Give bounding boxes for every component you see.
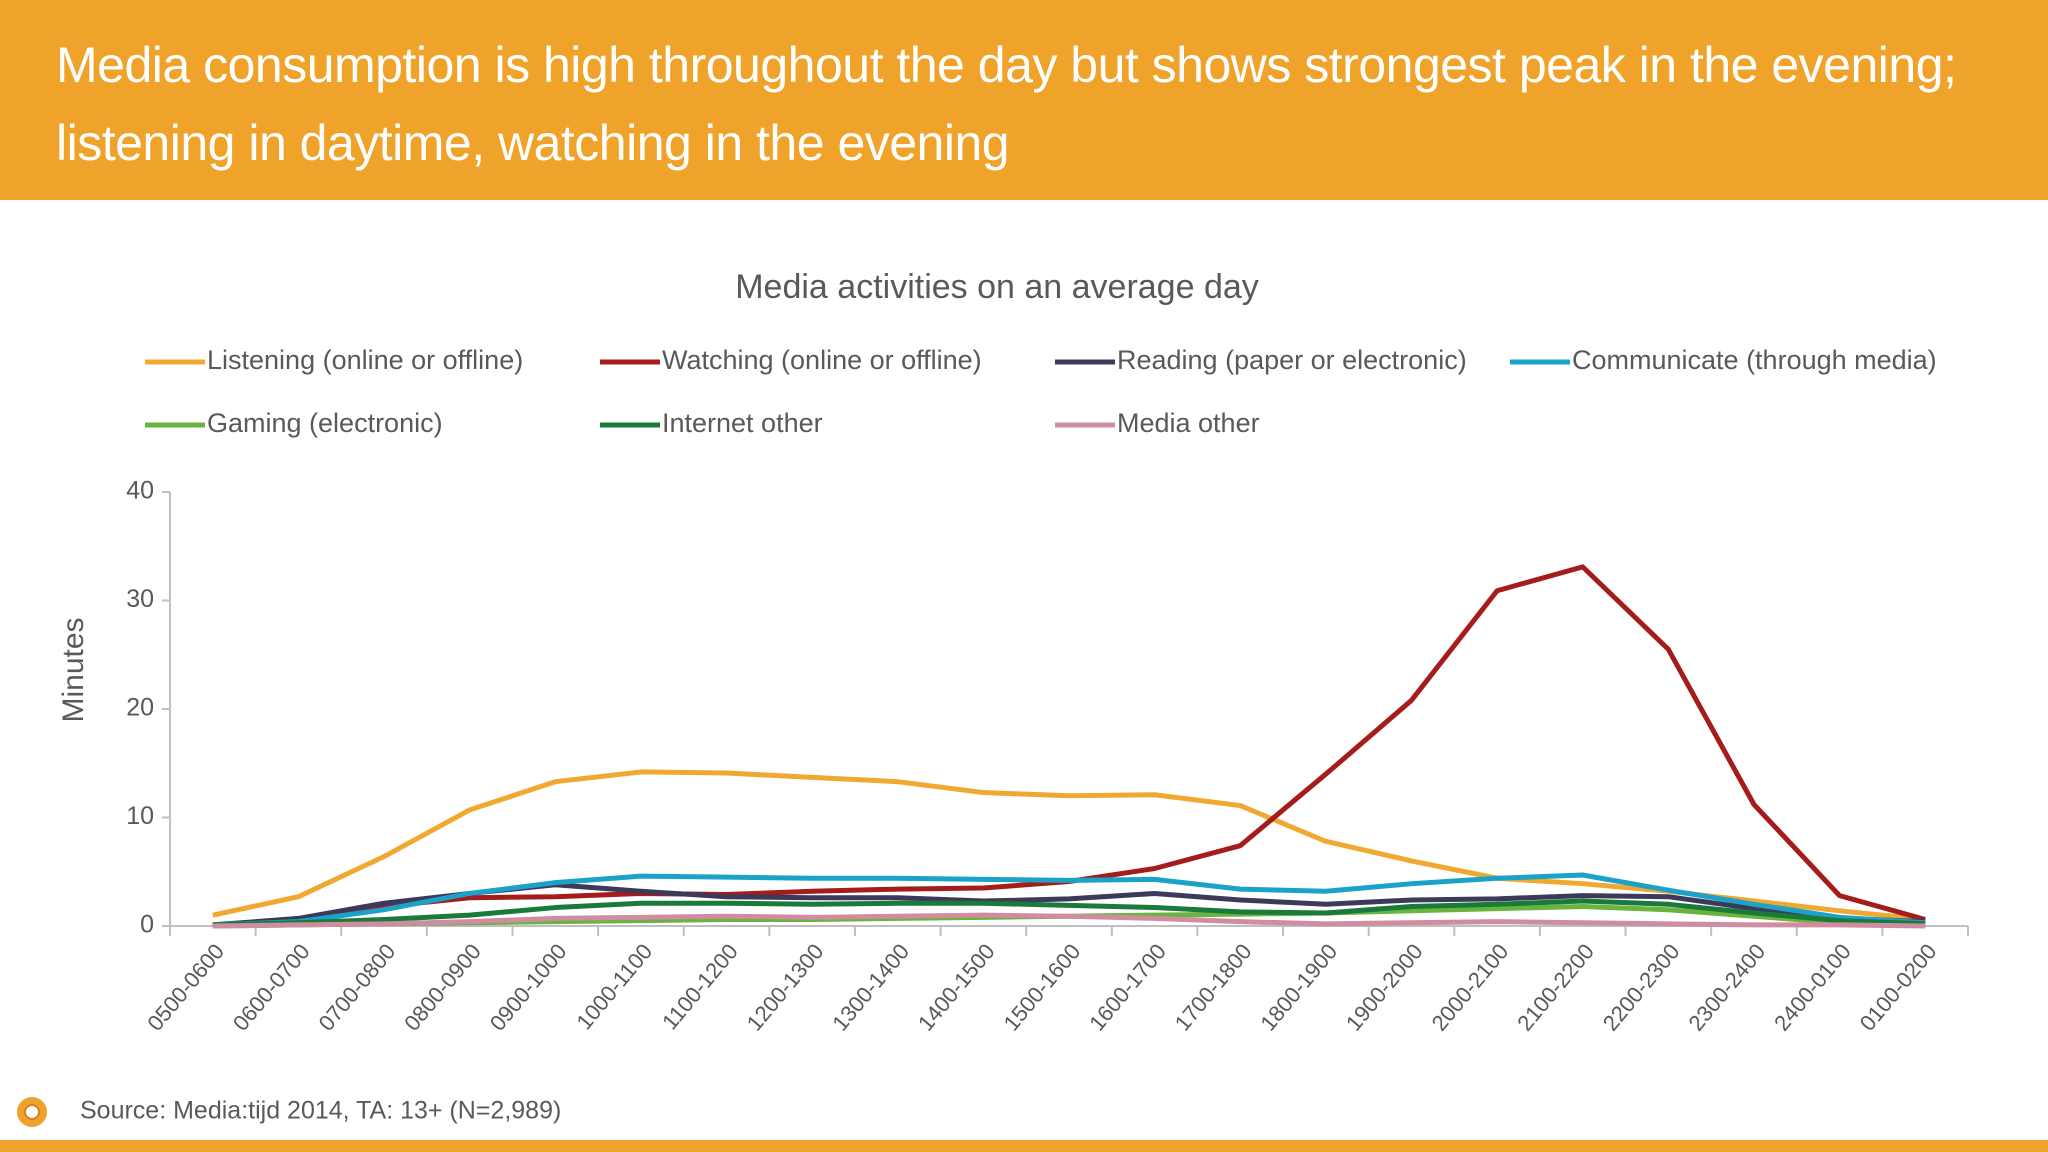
x-tick-label: 1500-1600 (998, 939, 1085, 1036)
source: Source: Media:tijd 2014, TA: 13+ (N=2,98… (80, 1097, 561, 1125)
legend-label: Communicate (through media) (1572, 345, 1937, 375)
header: Media consumption is high throughout the… (0, 0, 2048, 200)
x-tick-label: 0600-0700 (228, 939, 315, 1036)
legend-label: Watching (online or offline) (662, 345, 982, 375)
x-tick-label: 0500-0600 (142, 939, 229, 1036)
x-tick-label: 1400-1500 (913, 939, 1000, 1036)
x-tick-label: 1600-1700 (1084, 939, 1171, 1036)
legend-label: Reading (paper or electronic) (1117, 345, 1467, 375)
legend-label: Internet other (662, 408, 823, 438)
x-tick-label: 2400-0100 (1769, 939, 1856, 1036)
logo (17, 1097, 47, 1127)
series-line (212, 898, 1926, 928)
legend-label: Media other (1117, 408, 1260, 438)
x-tick-label: 1200-1300 (742, 939, 829, 1036)
x-tick-label: 0800-0900 (399, 939, 486, 1036)
y-tick-label: 10 (126, 802, 154, 830)
y-axis-label: Minutes (57, 617, 90, 722)
series-line (212, 872, 1926, 928)
series-line (212, 912, 1926, 929)
x-tick-label: 1300-1400 (827, 939, 914, 1036)
x-tick-label: 1100-1200 (657, 939, 743, 1034)
y-tick-label: 40 (126, 477, 154, 505)
y-tick-label: 0 (140, 911, 154, 939)
x-tick-label: 0900-1000 (485, 939, 572, 1036)
x-tick-label: 2300-2400 (1683, 939, 1770, 1036)
x-tick-label: 1900-2000 (1341, 939, 1428, 1036)
logo-core (24, 1104, 40, 1120)
legend-label: Listening (online or offline) (207, 345, 523, 375)
header-title: Media consumption is high throughout the… (56, 37, 1957, 171)
x-tick-label: 1700-1800 (1170, 939, 1257, 1036)
x-tick-label: 0100-0200 (1855, 939, 1942, 1036)
x-tick-label: 2000-2100 (1427, 939, 1514, 1036)
x-tick-label: 2200-2300 (1598, 939, 1685, 1036)
chart-title: Media activities on an average day (735, 268, 1259, 306)
x-tick-label: 2100-2200 (1512, 939, 1599, 1036)
series-line (212, 564, 1926, 928)
x-tick-label: 1000-1100 (571, 939, 657, 1034)
y-tick-label: 30 (126, 585, 154, 613)
bottom-bar (0, 1140, 2048, 1152)
x-tick-label: 0700-0800 (314, 939, 401, 1036)
y-tick-label: 20 (126, 694, 154, 722)
legend-label: Gaming (electronic) (207, 408, 443, 438)
x-tick-label: 1800-1900 (1255, 939, 1342, 1036)
series-line (212, 769, 1926, 922)
